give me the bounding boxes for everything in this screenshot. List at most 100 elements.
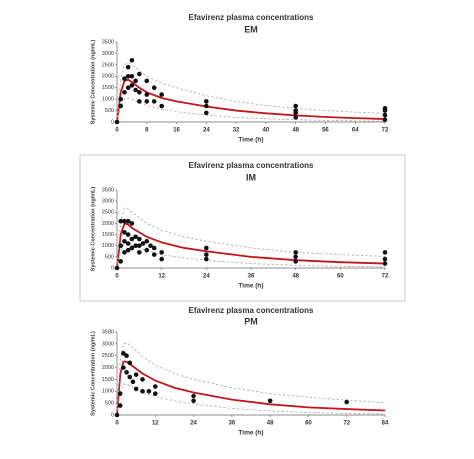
observed-point: [293, 110, 298, 116]
observed-point: [144, 99, 150, 104]
observed-point: [118, 103, 124, 109]
y-tick-label: 2500: [102, 353, 114, 359]
model-line: [116, 222, 386, 269]
x-tick-label: 72: [382, 128, 389, 134]
x-axis-label: Time (h): [238, 430, 263, 437]
x-tick-label: 16: [173, 128, 180, 134]
observed-point: [122, 230, 127, 235]
model-line: [116, 342, 386, 416]
observed-point: [122, 238, 127, 244]
observed-point: [344, 399, 350, 405]
observed-point: [133, 386, 139, 392]
observed-point: [129, 57, 135, 63]
observed-point: [133, 243, 138, 249]
x-tick-label: 0: [115, 274, 119, 280]
chart-title: Efavirenz plasma concentrations: [189, 13, 314, 22]
y-tick-label: 0: [111, 412, 114, 418]
model-line: [116, 360, 386, 416]
chart-subtitle: PM: [244, 316, 258, 326]
observed-point: [144, 238, 150, 244]
observed-point: [293, 259, 298, 264]
chart-subtitle: EM: [244, 24, 258, 34]
model-line: [116, 383, 386, 416]
observed-point: [152, 384, 158, 389]
observed-point: [137, 89, 142, 95]
observed-point: [204, 110, 209, 116]
y-tick-label: 500: [105, 401, 114, 407]
observed-point: [122, 76, 127, 81]
x-tick-label: 12: [152, 421, 159, 427]
observed-point: [293, 115, 298, 120]
observed-point: [118, 218, 124, 224]
observed-point: [137, 236, 142, 242]
x-tick-label: 40: [263, 128, 270, 134]
observed-point: [191, 398, 196, 404]
observed-point: [144, 247, 150, 253]
observed-point: [129, 83, 135, 88]
observed-point: [159, 250, 164, 255]
y-tick-label: 0: [111, 119, 114, 125]
observed-point: [159, 92, 164, 97]
x-tick-label: 48: [292, 274, 299, 280]
observed-point: [191, 393, 196, 399]
observed-point: [118, 96, 124, 102]
y-tick-label: 1500: [102, 377, 114, 383]
observed-point: [133, 372, 139, 377]
x-tick-label: 24: [190, 421, 197, 427]
y-tick-label: 3500: [102, 187, 114, 193]
observed-point: [122, 218, 127, 224]
observed-point: [151, 99, 157, 104]
panel-frame: [79, 154, 406, 302]
observed-point: [159, 103, 164, 109]
observed-point: [204, 256, 209, 262]
observed-point: [382, 261, 388, 266]
x-tick-label: 48: [267, 421, 274, 427]
observed-point: [137, 243, 142, 249]
y-tick-label: 2500: [102, 62, 114, 68]
observed-point: [125, 241, 131, 246]
x-axis-label: Time (h): [238, 283, 263, 290]
x-tick-label: 12: [158, 274, 165, 280]
x-tick-label: 56: [322, 128, 329, 134]
observed-point: [125, 218, 131, 224]
model-line: [116, 97, 386, 123]
observed-point: [118, 243, 124, 249]
y-tick-label: 500: [105, 108, 114, 114]
observed-point: [137, 71, 142, 77]
observed-point: [144, 78, 150, 84]
model-line: [116, 78, 386, 123]
y-axis-label: Systemic Concentration (ng/mL): [90, 40, 96, 125]
observed-point: [137, 250, 142, 255]
y-tick-label: 2000: [102, 365, 114, 371]
y-tick-label: 2500: [102, 210, 114, 216]
observed-point: [129, 236, 135, 242]
observed-point: [127, 374, 133, 380]
y-tick-label: 3000: [102, 341, 114, 347]
observed-point: [382, 256, 388, 262]
observed-point: [140, 241, 146, 246]
x-tick-label: 24: [203, 274, 210, 280]
x-tick-label: 8: [145, 128, 149, 134]
observed-point: [114, 412, 120, 418]
observed-point: [144, 92, 150, 97]
observed-point: [122, 250, 127, 255]
observed-point: [204, 252, 209, 257]
observed-point: [133, 78, 138, 84]
observed-point: [130, 379, 136, 385]
observed-point: [151, 252, 157, 257]
chart-subtitle: IM: [246, 172, 256, 182]
y-tick-label: 1500: [102, 85, 114, 91]
x-tick-label: 24: [203, 128, 210, 134]
observed-point: [293, 250, 298, 255]
observed-point: [382, 250, 388, 255]
y-tick-label: 2000: [102, 221, 114, 227]
x-tick-label: 60: [305, 421, 312, 427]
observed-point: [151, 245, 157, 251]
x-tick-label: 72: [382, 274, 389, 280]
observed-point: [125, 247, 131, 253]
observed-point: [121, 365, 126, 370]
y-axis-label: Systemic Concentration (ng/mL): [90, 187, 96, 272]
observed-point: [127, 360, 133, 366]
observed-point: [125, 232, 131, 237]
